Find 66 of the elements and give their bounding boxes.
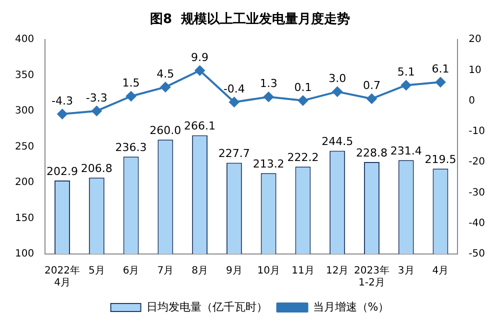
data-label: 202.9 [46,164,78,178]
data-label: 6.1 [432,62,450,76]
x-tick-label: 10月 [257,266,280,277]
point [332,86,342,97]
data-label: 244.5 [322,135,354,148]
x-tick-label: 9月 [226,266,242,277]
data-label: 236.3 [115,140,147,154]
x-tick-label: 5月 [88,266,105,277]
data-label: 0.1 [294,80,312,94]
data-label: 266.1 [184,120,216,133]
data-label: 228.8 [356,146,388,160]
y2-tick-label: -50 [468,248,486,260]
x-tick-label: 7月 [157,266,174,277]
data-label: 222.2 [287,151,319,164]
data-label: -4.3 [52,94,74,108]
point [126,91,136,102]
data-label: -3.3 [86,91,108,104]
x-tick-label: 12月 [326,266,349,277]
y-tick-label: 100 [14,248,34,260]
y2-tick-label: 0 [468,95,476,106]
y2-tick-label: -20 [468,156,486,168]
x-tick-label: 4月 [432,266,449,277]
point [194,66,205,76]
y-tick-label: 300 [14,106,34,117]
x-tick-label: 11月 [292,266,314,277]
legend-label: 日均发电量（亿千瓦时） [146,300,268,314]
x-tick-label: 2023年 1-2月 [354,264,390,289]
data-label: 5.1 [397,66,415,79]
x-tick-label: 3月 [398,266,414,277]
data-label: -0.4 [223,82,245,96]
data-label: 227.7 [218,147,250,160]
data-label: 231.4 [390,144,422,158]
point [229,97,240,108]
point [160,82,170,92]
y-tick-label: 250 [14,141,34,152]
data-label: 0.7 [362,79,380,92]
x-tick-label: 6月 [122,266,140,277]
data-label: 9.9 [191,50,209,64]
data-label: 213.2 [252,157,284,170]
data-label: 1.3 [260,77,278,90]
point [366,94,377,104]
y2-tick-label: 10 [468,64,482,76]
y-tick-label: 350 [14,70,34,81]
chart-title: 图8 规模以上工业发电量月度走势 [150,11,350,28]
point [435,77,446,88]
point [264,92,274,102]
data-label: 206.8 [80,162,112,176]
y2-tick-label: 20 [468,34,482,46]
point [57,109,68,120]
legend-label: 当月增速（%） [312,300,390,314]
point [298,96,308,106]
y2-tick-label: -40 [468,218,486,229]
y2-tick-label: -10 [468,126,486,138]
data-label: 3.0 [328,72,346,86]
x-tick-label: 2022年 4月 [44,264,80,289]
y2-tick-label: -30 [468,187,486,198]
point [92,106,102,116]
data-label: 1.5 [122,76,140,90]
y-tick-label: 150 [14,212,34,224]
y-tick-label: 400 [14,34,34,46]
data-label: 4.5 [156,67,174,80]
x-tick-label: 8月 [192,266,208,277]
y-tick-label: 200 [14,177,34,188]
data-label: 260.0 [150,124,182,138]
data-label: 219.5 [424,152,456,166]
point [401,80,412,90]
